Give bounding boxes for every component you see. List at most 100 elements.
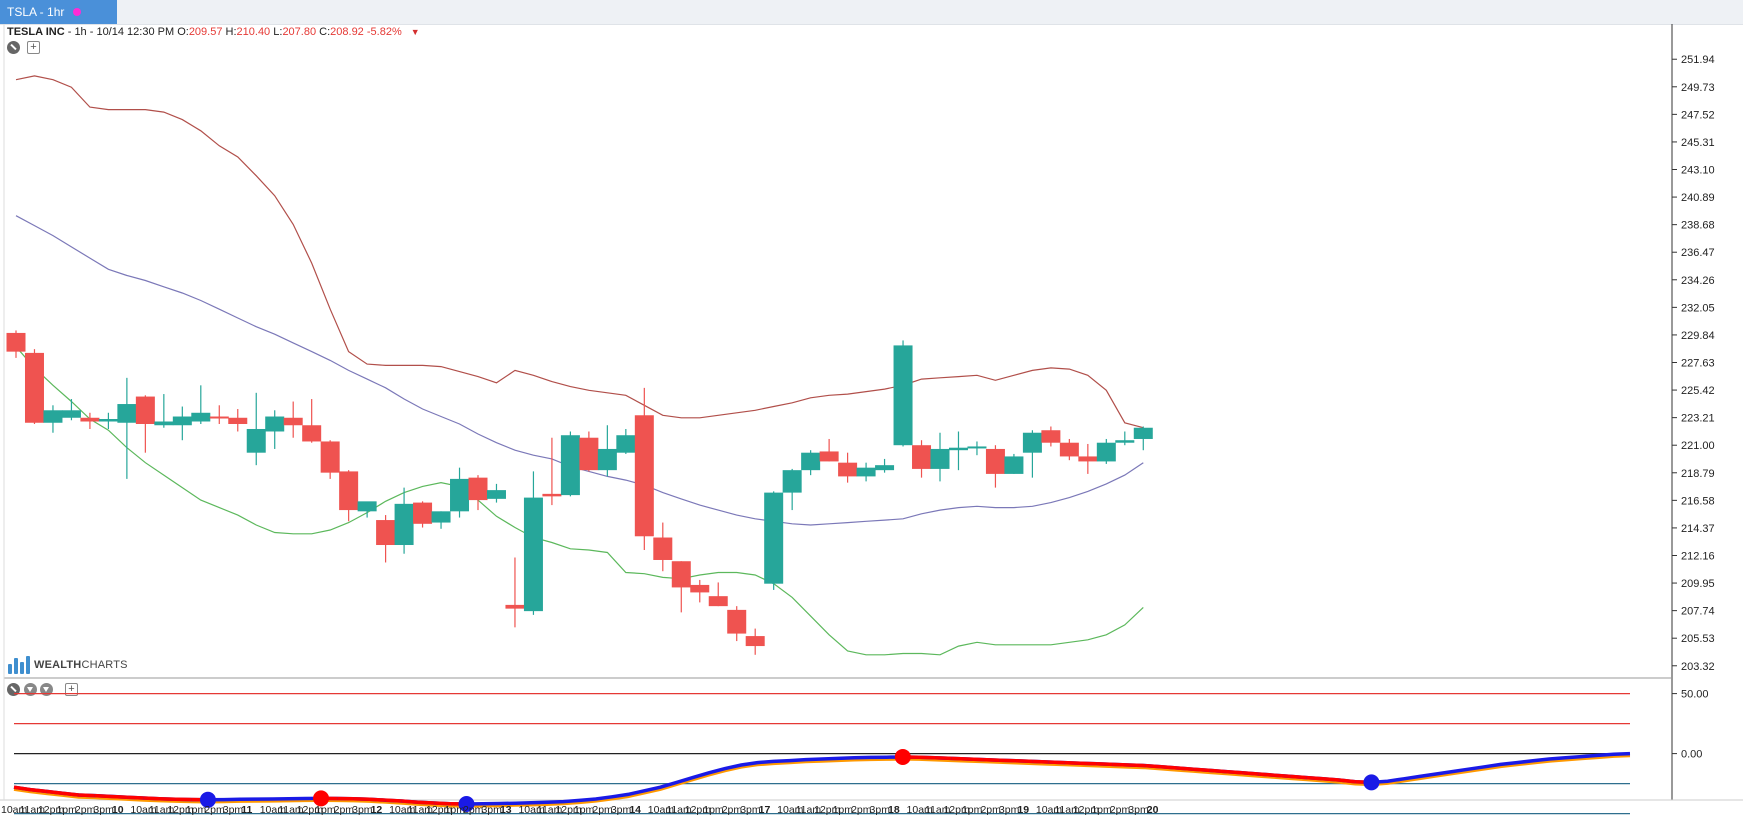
osc-falling-segment <box>1080 761 1097 766</box>
osc-falling-segment <box>967 757 984 762</box>
candle-body <box>985 448 1005 474</box>
osc-falling-segment <box>127 795 144 800</box>
osc-falling-segment <box>13 785 31 792</box>
osc-falling-segment <box>1064 760 1081 765</box>
candle <box>948 431 968 471</box>
candle <box>394 487 414 554</box>
osc-falling-segment <box>983 757 1000 762</box>
x-tick-label: 12pm <box>426 804 453 816</box>
osc-falling-segment <box>434 801 451 806</box>
candle <box>597 425 617 477</box>
candle <box>579 431 599 472</box>
candle-body <box>967 446 987 449</box>
collapse-down-icon[interactable] <box>24 683 37 696</box>
candle-body <box>1041 430 1061 443</box>
candle-body <box>1115 440 1135 443</box>
candle <box>6 330 26 358</box>
candle <box>209 405 229 424</box>
osc-falling-segment <box>1209 768 1227 774</box>
x-tick-label: 12pm <box>1073 804 1100 816</box>
candle <box>856 462 876 482</box>
candle-body <box>1059 442 1079 457</box>
add-oscillator-icon[interactable]: + <box>65 683 78 696</box>
y-tick-label: 205.53 <box>1681 633 1715 645</box>
candle <box>357 501 377 518</box>
osc-falling-segment <box>1322 777 1340 782</box>
osc-falling-segment <box>1290 774 1307 780</box>
low-value: 207.80 <box>282 26 317 38</box>
hide-panel-icon[interactable] <box>7 41 20 54</box>
candle-body <box>838 462 858 477</box>
candle <box>505 557 525 628</box>
x-tick-label: 10am <box>907 804 934 816</box>
osc-falling-segment <box>1274 773 1291 779</box>
osc-falling-segment <box>935 756 952 761</box>
hide-oscillator-icon[interactable] <box>7 683 20 696</box>
osc-falling-segment <box>78 793 95 798</box>
osc-falling-segment <box>1161 765 1178 770</box>
x-tick-label: 11 <box>241 804 252 816</box>
osc-falling-segment <box>999 758 1016 763</box>
x-tick-label: 3pm <box>223 804 244 816</box>
candle <box>745 628 765 655</box>
candle <box>893 340 913 447</box>
candle-body <box>320 441 340 473</box>
x-tick-label: 10am <box>1 804 28 816</box>
osc-falling-segment <box>46 789 63 795</box>
open-value: 209.57 <box>188 26 223 38</box>
x-tick-label: 2pm <box>463 804 484 816</box>
candle <box>302 399 322 443</box>
candle-body <box>671 561 691 588</box>
osc-signal-dot <box>894 748 911 765</box>
candle-body <box>339 471 359 511</box>
candle <box>653 522 673 572</box>
add-indicator-icon[interactable]: + <box>27 41 40 54</box>
osc-falling-segment <box>401 799 419 804</box>
x-tick-label: 11am <box>149 804 175 816</box>
x-tick-label: 3pm <box>352 804 373 816</box>
logo-bars-icon <box>8 656 30 674</box>
wealthcharts-logo: WEALTHCHARTS <box>8 655 128 675</box>
osc-falling-segment <box>1128 763 1146 768</box>
candle-body <box>209 416 229 419</box>
x-tick-label: 12pm <box>685 804 712 816</box>
osc-y-tick-label: 50.00 <box>1681 689 1709 701</box>
settings-down-icon[interactable] <box>40 683 53 696</box>
candle-body <box>1078 456 1098 462</box>
osc-signal-dot <box>1363 774 1380 791</box>
candle <box>838 452 858 483</box>
y-tick-label: 221.00 <box>1681 440 1715 452</box>
y-axis: 251.94 249.73 247.52 245.31 243.10 240.89 238.… <box>1672 54 1715 761</box>
candle <box>967 441 987 456</box>
candle <box>154 394 174 428</box>
candle <box>542 437 562 506</box>
candle-body <box>764 492 784 584</box>
candle-body <box>135 396 155 424</box>
candle <box>634 387 654 550</box>
candle-body <box>634 415 654 537</box>
candle <box>320 440 340 479</box>
osc-falling-segment <box>94 793 112 799</box>
candle-body <box>875 465 895 471</box>
osc-signal-dot <box>458 796 475 812</box>
x-tick-label: 3pm <box>481 804 502 816</box>
candle-body <box>782 470 802 493</box>
chart-tab[interactable]: TSLA - 1hr <box>0 0 117 24</box>
x-tick-label: 14 <box>629 804 641 816</box>
osc-falling-segment <box>1032 759 1049 764</box>
change-percent: -5.82% <box>366 26 402 38</box>
candle-body <box>1133 427 1153 439</box>
candle <box>43 405 63 433</box>
high-label: H: <box>225 26 237 38</box>
candle-body <box>542 493 562 497</box>
oscillator-panel[interactable] <box>13 692 1631 815</box>
candle-body <box>653 537 673 560</box>
x-tick-label: 10am <box>518 804 545 816</box>
osc-falling-segment <box>1193 767 1210 773</box>
osc-falling-segment <box>110 794 128 800</box>
candle <box>1004 453 1024 474</box>
osc-falling-segment <box>143 796 160 801</box>
price-panel[interactable] <box>6 75 1153 656</box>
candle-body <box>1096 442 1116 462</box>
